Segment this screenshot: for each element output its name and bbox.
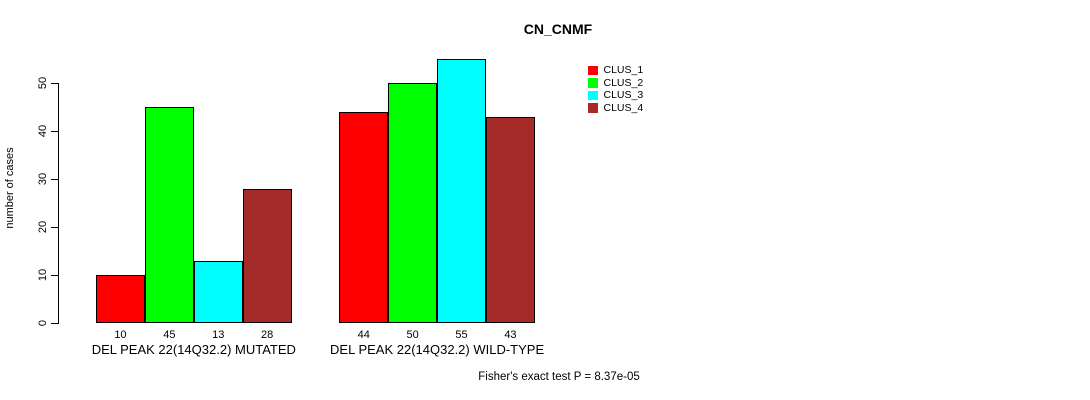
x-axis-group-label: DEL PEAK 22(14Q32.2) MUTATED bbox=[91, 342, 296, 357]
bar-clus_4-group1 bbox=[242, 188, 292, 323]
bar-value-label: 43 bbox=[504, 329, 517, 341]
bar-clus_2-group2 bbox=[388, 83, 438, 323]
legend-swatch-clus_3 bbox=[588, 90, 598, 101]
legend-label: CLUS_1 bbox=[603, 64, 644, 77]
y-axis-tick bbox=[51, 226, 59, 228]
bar-value-label: 44 bbox=[357, 329, 370, 341]
y-axis-line bbox=[58, 83, 59, 324]
y-axis-tick bbox=[51, 178, 59, 180]
y-axis-tick-label: 20 bbox=[37, 220, 49, 234]
x-axis-group-label: DEL PEAK 22(14Q32.2) WILD-TYPE bbox=[330, 342, 545, 357]
bar-value-label: 55 bbox=[455, 329, 468, 341]
y-axis-tick-label: 30 bbox=[37, 172, 49, 186]
bar-clus_3-group1 bbox=[193, 260, 243, 323]
legend-label: CLUS_3 bbox=[603, 89, 644, 102]
legend-swatch-clus_4 bbox=[588, 103, 598, 113]
bar-value-label: 50 bbox=[406, 329, 419, 341]
y-axis-tick bbox=[51, 274, 59, 276]
bar-clus_3-group2 bbox=[437, 59, 486, 323]
y-axis-tick bbox=[51, 82, 59, 84]
bar-value-label: 45 bbox=[163, 329, 176, 341]
y-axis-title: number of cases bbox=[4, 147, 16, 229]
y-axis-tick bbox=[51, 130, 59, 132]
legend-row-clus_3: CLUS_3 bbox=[588, 89, 643, 102]
bar-clus_4-group2 bbox=[486, 116, 535, 323]
legend-row-clus_4: CLUS_4 bbox=[588, 102, 643, 115]
legend-label: CLUS_4 bbox=[603, 102, 644, 115]
y-axis-tick-label: 10 bbox=[37, 268, 49, 282]
chart-title: CN_CNMF bbox=[523, 21, 593, 37]
y-axis-tick-label: 50 bbox=[37, 76, 49, 90]
bar-clus_1-group1 bbox=[96, 275, 145, 323]
legend-label: CLUS_2 bbox=[603, 76, 644, 89]
bar-value-label: 13 bbox=[212, 329, 225, 341]
legend-row-clus_1: CLUS_1 bbox=[588, 64, 643, 77]
legend: CLUS_1 CLUS_2 CLUS_3 CLUS_4 bbox=[588, 64, 643, 114]
bar-value-label: 28 bbox=[261, 329, 274, 341]
y-axis-tick-label: 0 bbox=[37, 319, 49, 327]
legend-swatch-clus_1 bbox=[588, 65, 598, 76]
bar-value-label: 10 bbox=[114, 329, 127, 341]
bar-clus_2-group1 bbox=[144, 107, 194, 323]
legend-swatch-clus_2 bbox=[588, 78, 598, 88]
y-axis-tick bbox=[51, 322, 59, 324]
fisher-test-annotation: Fisher's exact test P = 8.37e-05 bbox=[478, 371, 640, 383]
y-axis-tick-label: 40 bbox=[37, 124, 49, 138]
bar-clus_1-group2 bbox=[339, 111, 389, 323]
legend-row-clus_2: CLUS_2 bbox=[588, 77, 643, 90]
